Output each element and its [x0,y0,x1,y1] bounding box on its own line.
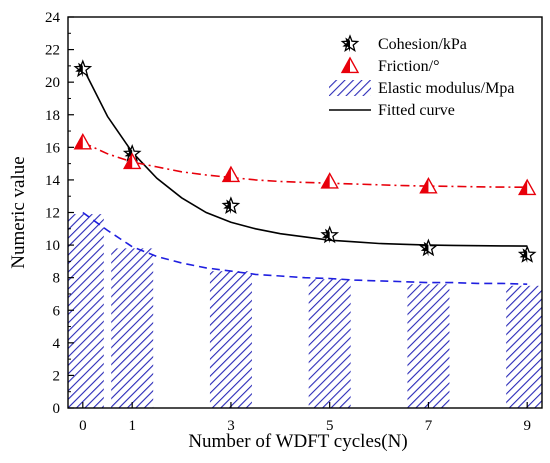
x-tick-label: 3 [227,418,235,434]
friction-point [122,152,142,170]
cohesion-point [73,59,93,78]
y-tick-label: 6 [53,303,61,319]
legend-label: Fitted curve [378,102,455,119]
cohesion-point [320,225,340,244]
y-tick-label: 2 [53,368,61,384]
cohesion-point [419,238,438,257]
x-tick-label: 9 [523,418,531,434]
legend-label: Friction/° [378,58,440,75]
friction-point [320,172,339,189]
elastic-modulus-bar [308,279,351,408]
legend: Cohesion/kPa Friction/° Elastic modulus/Mp… [329,34,514,119]
y-tick-label: 24 [45,10,61,26]
y-tick-label: 0 [53,401,61,417]
friction-point [419,176,438,194]
fit-curve-1 [82,141,528,188]
legend-item: Elastic modulus/Mpa [329,80,514,97]
x-axis-title: Number of WDFT cycles(N) [188,431,407,452]
friction-point [73,133,93,150]
fit-curve-2 [82,211,528,285]
legend-item: Fitted curve [329,102,455,119]
cohesion-point [221,196,241,214]
plot-area [68,59,542,408]
friction-point [221,165,241,183]
legend-item: Friction/° [340,56,440,75]
cohesion-point [517,245,537,263]
fit-curve-0 [82,67,528,247]
legend-label: Elastic modulus/Mpa [378,80,514,97]
legend-triangle-icon [340,56,360,74]
y-tick-label: 18 [45,108,60,124]
y-axis-title: Numeric value [8,156,29,268]
friction-point [517,178,537,196]
legend-label: Cohesion/kPa [378,36,467,53]
x-tick-label: 5 [326,418,334,434]
y-tick-label: 8 [53,271,61,287]
x-tick-label: 1 [128,418,136,434]
legend-star-icon [340,34,360,52]
elastic-modulus-bar [111,248,154,408]
plot-contents [68,59,542,408]
y-tick-label: 16 [45,140,61,156]
y-tick-label: 22 [45,43,60,59]
legend-hatch-icon [329,80,371,96]
x-tick-label: 0 [79,418,87,434]
y-tick-label: 20 [45,75,60,91]
y-tick-label: 12 [45,206,60,222]
y-tick-label: 14 [45,173,61,189]
y-tick-label: 10 [45,238,60,254]
elastic-modulus-bar [209,271,252,408]
x-tick-label: 7 [425,418,433,434]
elastic-modulus-bar [407,284,450,408]
legend-item: Cohesion/kPa [340,34,467,53]
y-tick-label: 4 [53,336,61,352]
elastic-modulus-bar [506,285,542,408]
